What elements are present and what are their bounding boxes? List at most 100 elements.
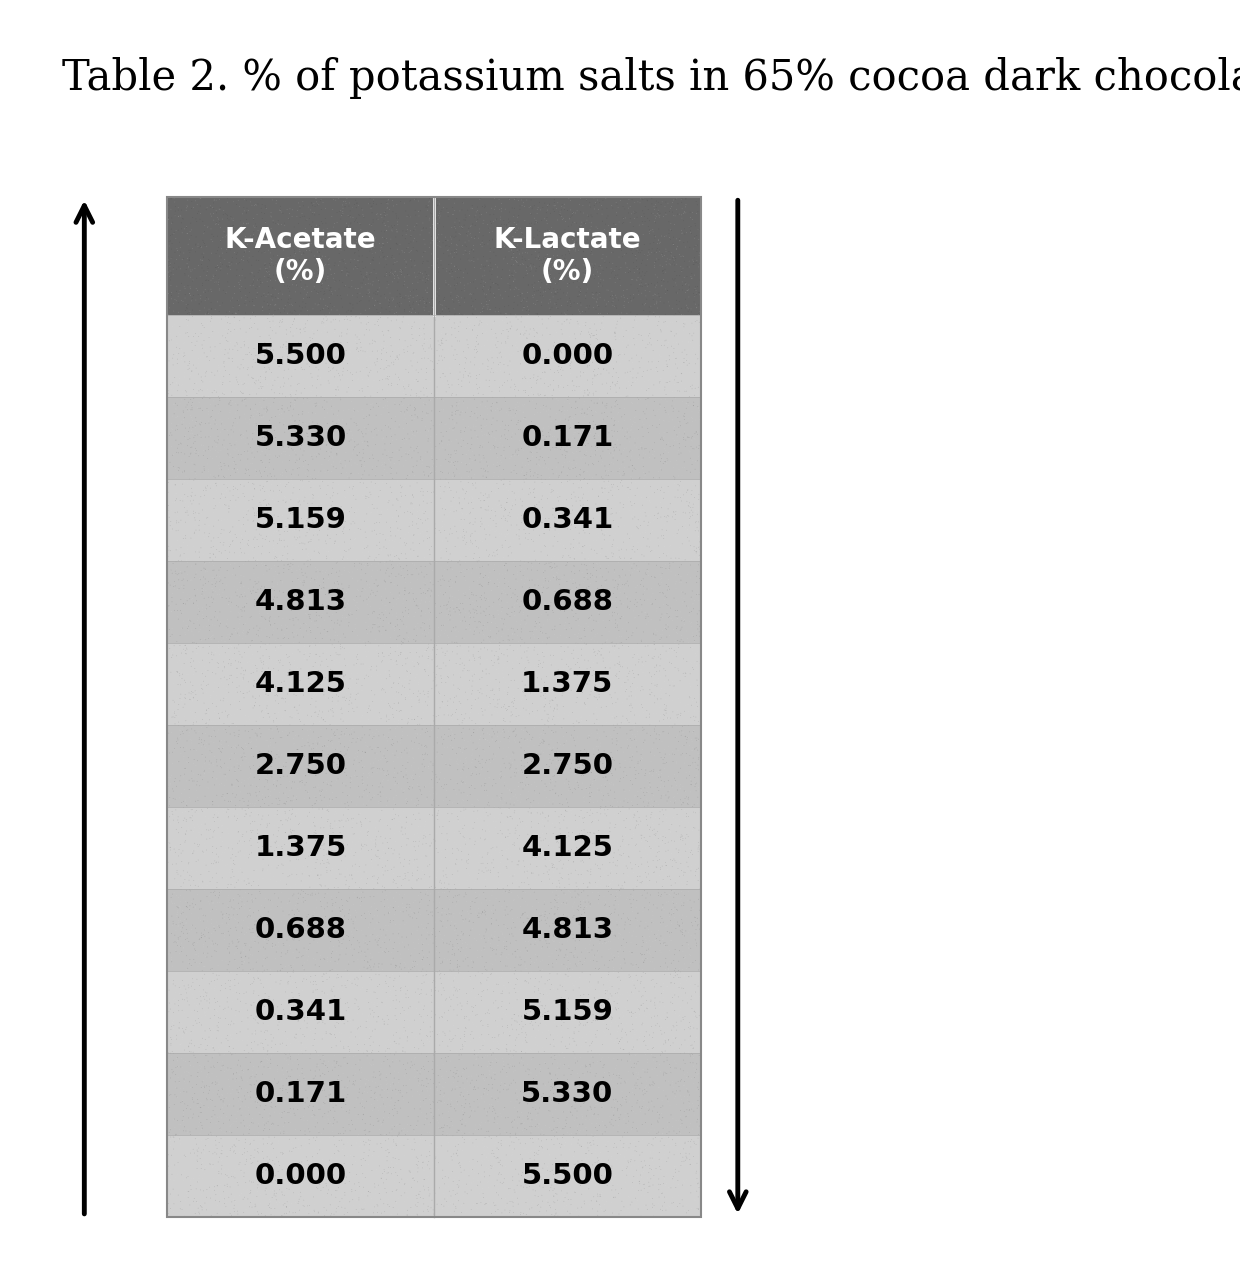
Point — [404, 1059, 424, 1079]
Point — [195, 298, 215, 318]
Point — [296, 241, 316, 261]
Point — [226, 936, 246, 957]
Point — [197, 525, 217, 545]
Point — [444, 1004, 464, 1024]
Point — [159, 722, 179, 743]
Point — [434, 964, 454, 985]
Point — [432, 575, 451, 595]
Point — [627, 1029, 647, 1050]
Bar — [434, 642, 701, 725]
Point — [645, 987, 665, 1008]
Point — [481, 866, 501, 887]
Point — [228, 375, 248, 395]
Point — [327, 213, 347, 233]
Point — [610, 954, 630, 975]
Point — [620, 1022, 640, 1042]
Point — [404, 710, 424, 730]
Point — [684, 1003, 704, 1023]
Point — [573, 572, 593, 592]
Point — [391, 1004, 410, 1024]
Point — [439, 429, 459, 450]
Point — [223, 1113, 243, 1134]
Point — [528, 696, 548, 716]
Point — [584, 1082, 604, 1102]
Point — [233, 383, 253, 404]
Point — [565, 391, 585, 412]
Point — [192, 878, 212, 898]
Point — [285, 896, 305, 916]
Point — [319, 606, 339, 627]
Point — [660, 558, 680, 578]
Point — [675, 800, 694, 820]
Point — [469, 1066, 489, 1087]
Point — [646, 227, 666, 247]
Point — [642, 1148, 662, 1168]
Point — [668, 474, 688, 494]
Point — [434, 348, 454, 368]
Point — [262, 376, 281, 396]
Point — [658, 433, 678, 454]
Point — [259, 254, 279, 274]
Point — [625, 874, 645, 894]
Point — [600, 818, 620, 838]
Point — [680, 938, 699, 958]
Point — [229, 545, 249, 566]
Bar — [434, 1052, 701, 1135]
Point — [179, 1181, 198, 1201]
Point — [625, 688, 645, 708]
Point — [257, 479, 277, 499]
Point — [260, 1001, 280, 1022]
Point — [600, 1158, 620, 1178]
Point — [666, 646, 686, 666]
Point — [270, 348, 290, 368]
Point — [229, 1077, 249, 1097]
Point — [286, 577, 306, 598]
Point — [298, 287, 317, 307]
Point — [657, 248, 677, 269]
Point — [398, 397, 418, 418]
Point — [585, 1163, 605, 1184]
Point — [315, 800, 335, 820]
Point — [190, 266, 210, 287]
Point — [258, 268, 278, 288]
Point — [614, 936, 634, 957]
Point — [218, 264, 238, 284]
Point — [492, 598, 512, 618]
Point — [678, 1029, 698, 1050]
Point — [404, 591, 424, 612]
Point — [368, 362, 388, 382]
Point — [485, 996, 505, 1017]
Point — [424, 456, 444, 476]
Point — [232, 947, 252, 967]
Point — [382, 734, 402, 754]
Point — [238, 963, 258, 984]
Point — [162, 804, 182, 824]
Point — [446, 598, 466, 618]
Point — [481, 1006, 501, 1027]
Point — [407, 688, 427, 708]
Point — [388, 222, 408, 242]
Point — [497, 1124, 517, 1144]
Point — [176, 896, 196, 916]
Point — [403, 908, 423, 929]
Point — [516, 730, 536, 750]
Point — [435, 840, 455, 860]
Point — [622, 698, 642, 719]
Point — [277, 753, 296, 773]
Point — [342, 936, 362, 957]
Point — [474, 629, 494, 650]
Point — [412, 600, 432, 620]
Point — [539, 925, 559, 945]
Point — [181, 1143, 201, 1163]
Point — [358, 548, 378, 568]
Point — [521, 321, 541, 341]
Point — [374, 889, 394, 910]
Point — [656, 350, 676, 371]
Point — [319, 773, 339, 794]
Point — [320, 705, 340, 725]
Point — [539, 1181, 559, 1201]
Point — [453, 1063, 472, 1083]
Point — [373, 725, 393, 745]
Point — [298, 311, 317, 331]
Point — [498, 949, 518, 970]
